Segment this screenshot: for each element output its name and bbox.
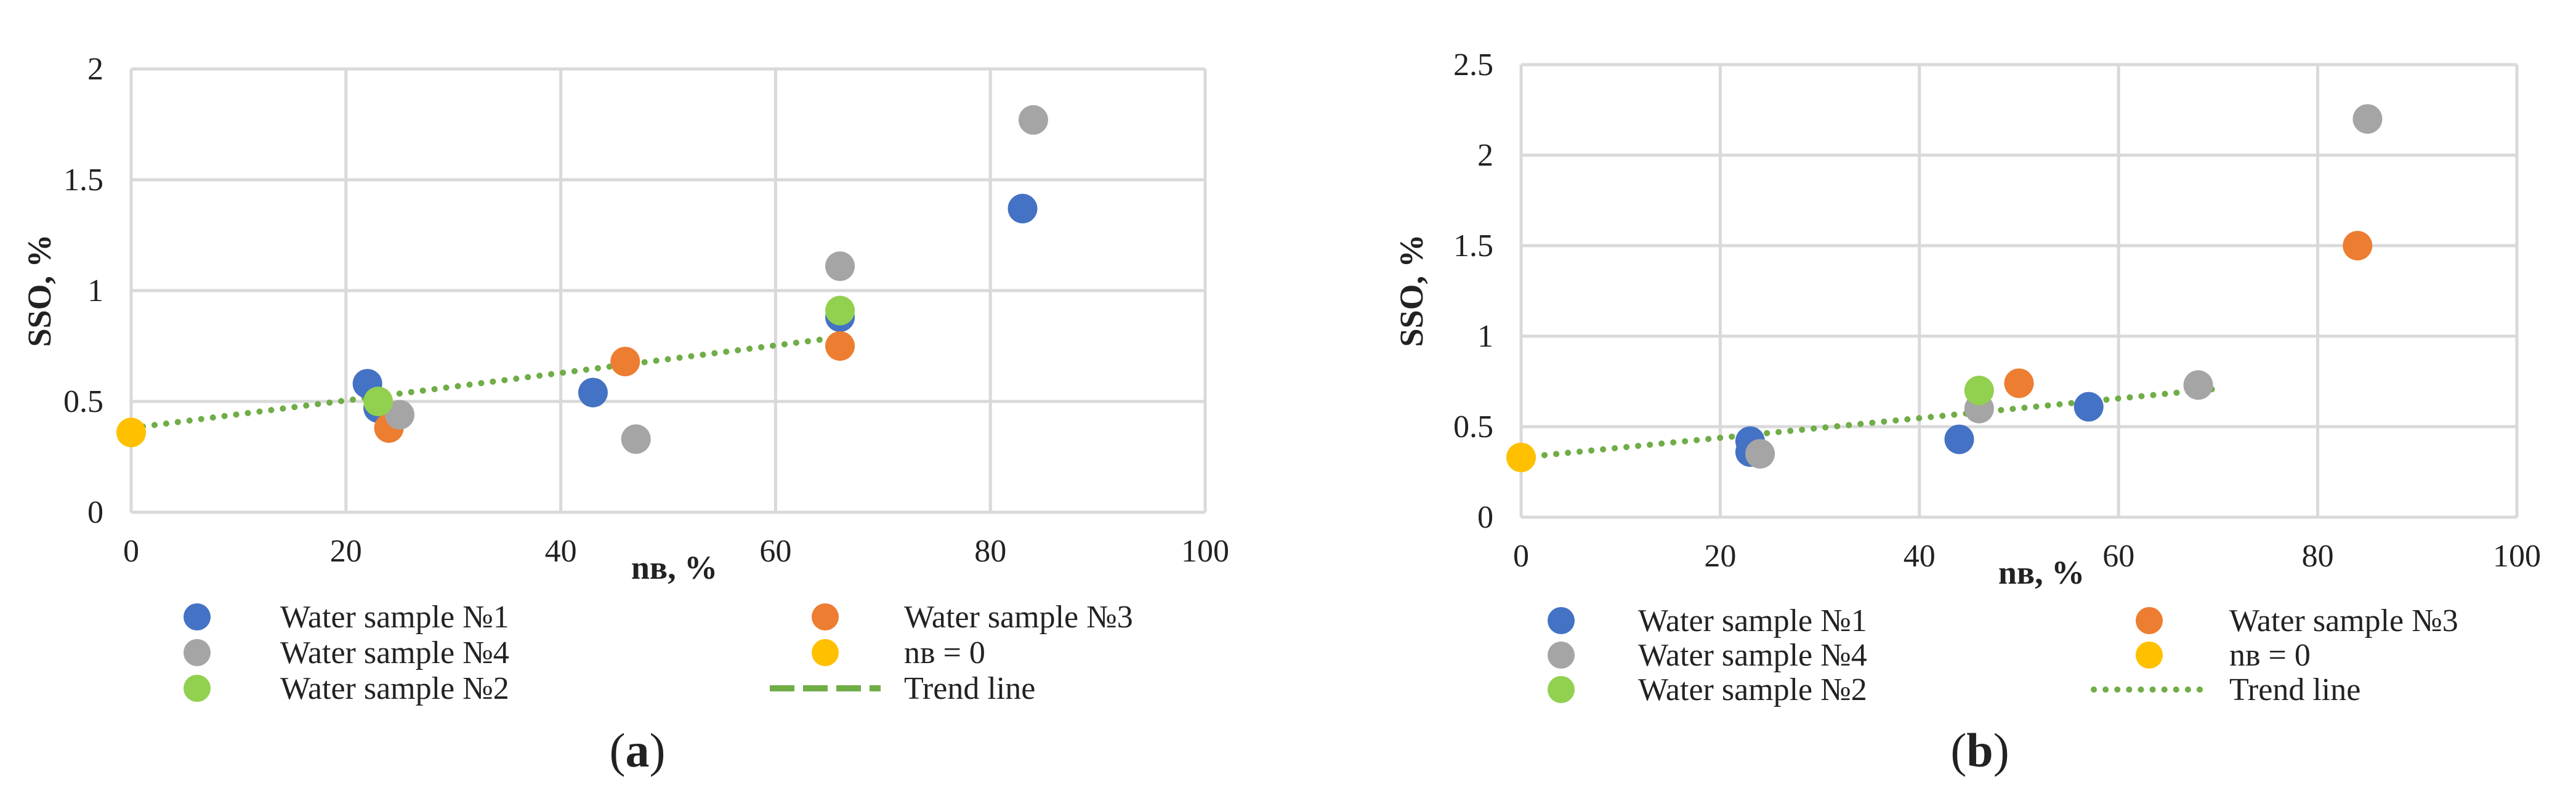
data-point	[116, 417, 146, 448]
legend-label: Water sample №1	[1638, 603, 1867, 638]
x-tick-label: 60	[759, 534, 791, 569]
data-point	[2073, 392, 2104, 422]
x-axis-label: nв, %	[1998, 554, 2085, 591]
grid	[1519, 63, 2519, 519]
series-water-sample-4	[385, 105, 1048, 454]
y-tick-label: 0.5	[1453, 409, 1493, 445]
legend-label: Water sample №2	[280, 671, 509, 706]
legend-label: Water sample №4	[1638, 638, 1867, 673]
legend-marker	[2136, 607, 2163, 634]
legend: Water sample №1 Water sample №3 Water samp…	[184, 600, 1133, 706]
data-point	[1745, 439, 1775, 469]
data-point	[825, 331, 855, 361]
y-tick-label: 0.5	[63, 384, 103, 419]
x-tick-label: 80	[974, 534, 1006, 569]
chart-panel-b: 0 20 40 60 80 100 0 0.5 1 1.5 2 2.5 SSO, % nв, % Water…	[1393, 47, 2541, 777]
data-point	[1964, 376, 1994, 406]
y-tick-label: 2	[87, 52, 103, 87]
x-tick-label: 60	[2102, 539, 2134, 574]
y-tick-label: 0	[87, 495, 103, 530]
data-point	[363, 387, 394, 416]
caption-open-paren: (	[1950, 723, 1966, 777]
trend-line	[1518, 385, 2221, 461]
legend-label: nв = 0	[904, 635, 985, 670]
y-tick-label: 1	[1477, 319, 1493, 354]
y-tick-label: 2.5	[1453, 47, 1493, 83]
x-tick-label: 40	[1904, 539, 1936, 574]
legend-label: Water sample №2	[1638, 672, 1867, 707]
data-point	[1944, 424, 1974, 454]
legend-label: Water sample №3	[904, 600, 1133, 635]
data-point	[1506, 442, 1536, 472]
series-n-0	[1506, 442, 1536, 472]
panel-caption: (b)	[1950, 723, 2009, 777]
legend: Water sample №1 Water sample №3 Water samp…	[1548, 603, 2458, 707]
data-point	[1007, 193, 1038, 223]
y-tick-label: 2	[1477, 138, 1493, 173]
data-point	[385, 400, 414, 430]
x-tick-label: 40	[545, 534, 577, 569]
data-point	[610, 347, 640, 377]
chart-panel-a: 0 20 40 60 80 100 0 0.5 1 1.5 2 SSO, % nв, % Water sa…	[21, 52, 1229, 777]
y-axis-label: SSO, %	[1393, 234, 1430, 347]
y-tick-label: 1	[87, 273, 103, 308]
series-water-sample-3	[2004, 231, 2373, 398]
x-tick-label: 20	[330, 534, 362, 569]
legend-marker	[1548, 607, 1575, 634]
x-tick-label: 80	[2302, 539, 2334, 574]
data-point	[2343, 231, 2373, 260]
y-tick-label: 0	[1477, 500, 1493, 535]
legend-marker	[812, 639, 839, 666]
data-point	[825, 251, 855, 281]
legend-marker	[184, 675, 211, 702]
caption-letter: a	[626, 723, 650, 777]
y-tick-label: 1.5	[63, 163, 103, 198]
x-tick-label: 0	[123, 534, 139, 569]
series-n-0	[116, 417, 146, 448]
data-point	[2352, 104, 2383, 134]
x-tick-label: 100	[2493, 539, 2541, 574]
legend-label: Water sample №1	[280, 600, 509, 635]
caption-close-paren: )	[1993, 723, 2009, 777]
caption-close-paren: )	[650, 723, 666, 777]
legend-label: Water sample №3	[2229, 603, 2458, 638]
data-point	[2183, 370, 2213, 400]
legend-marker	[2136, 642, 2163, 669]
series-water-sample-2	[1964, 376, 1994, 406]
series-water-sample-1	[352, 193, 1038, 423]
legend-marker	[812, 603, 839, 630]
data-point	[825, 296, 855, 326]
legend-label: Trend line	[904, 671, 1035, 706]
series-water-sample-2	[363, 296, 855, 416]
data-point	[578, 377, 608, 408]
legend-marker	[184, 639, 211, 666]
legend-label: Trend line	[2229, 672, 2360, 707]
caption-letter: b	[1966, 723, 1993, 777]
x-tick-label: 100	[1181, 534, 1229, 569]
series-water-sample-4	[1745, 104, 2383, 469]
x-tick-label: 0	[1513, 539, 1529, 574]
legend-marker	[184, 603, 211, 630]
legend-marker	[1548, 642, 1575, 669]
panel-caption: (a)	[610, 723, 666, 777]
y-tick-label: 1.5	[1453, 228, 1493, 264]
legend-marker	[1548, 676, 1575, 703]
x-axis-label: nв, %	[631, 549, 717, 586]
x-tick-label: 20	[1704, 539, 1736, 574]
data-point	[621, 424, 651, 454]
grid	[129, 67, 1207, 514]
y-axis-label: SSO, %	[21, 234, 58, 347]
data-point	[1018, 105, 1048, 135]
legend-label: Water sample №4	[280, 635, 509, 670]
legend-label: nв = 0	[2229, 638, 2311, 673]
data-point	[2004, 368, 2034, 398]
trend-line	[128, 334, 844, 432]
caption-open-paren: (	[610, 723, 626, 777]
